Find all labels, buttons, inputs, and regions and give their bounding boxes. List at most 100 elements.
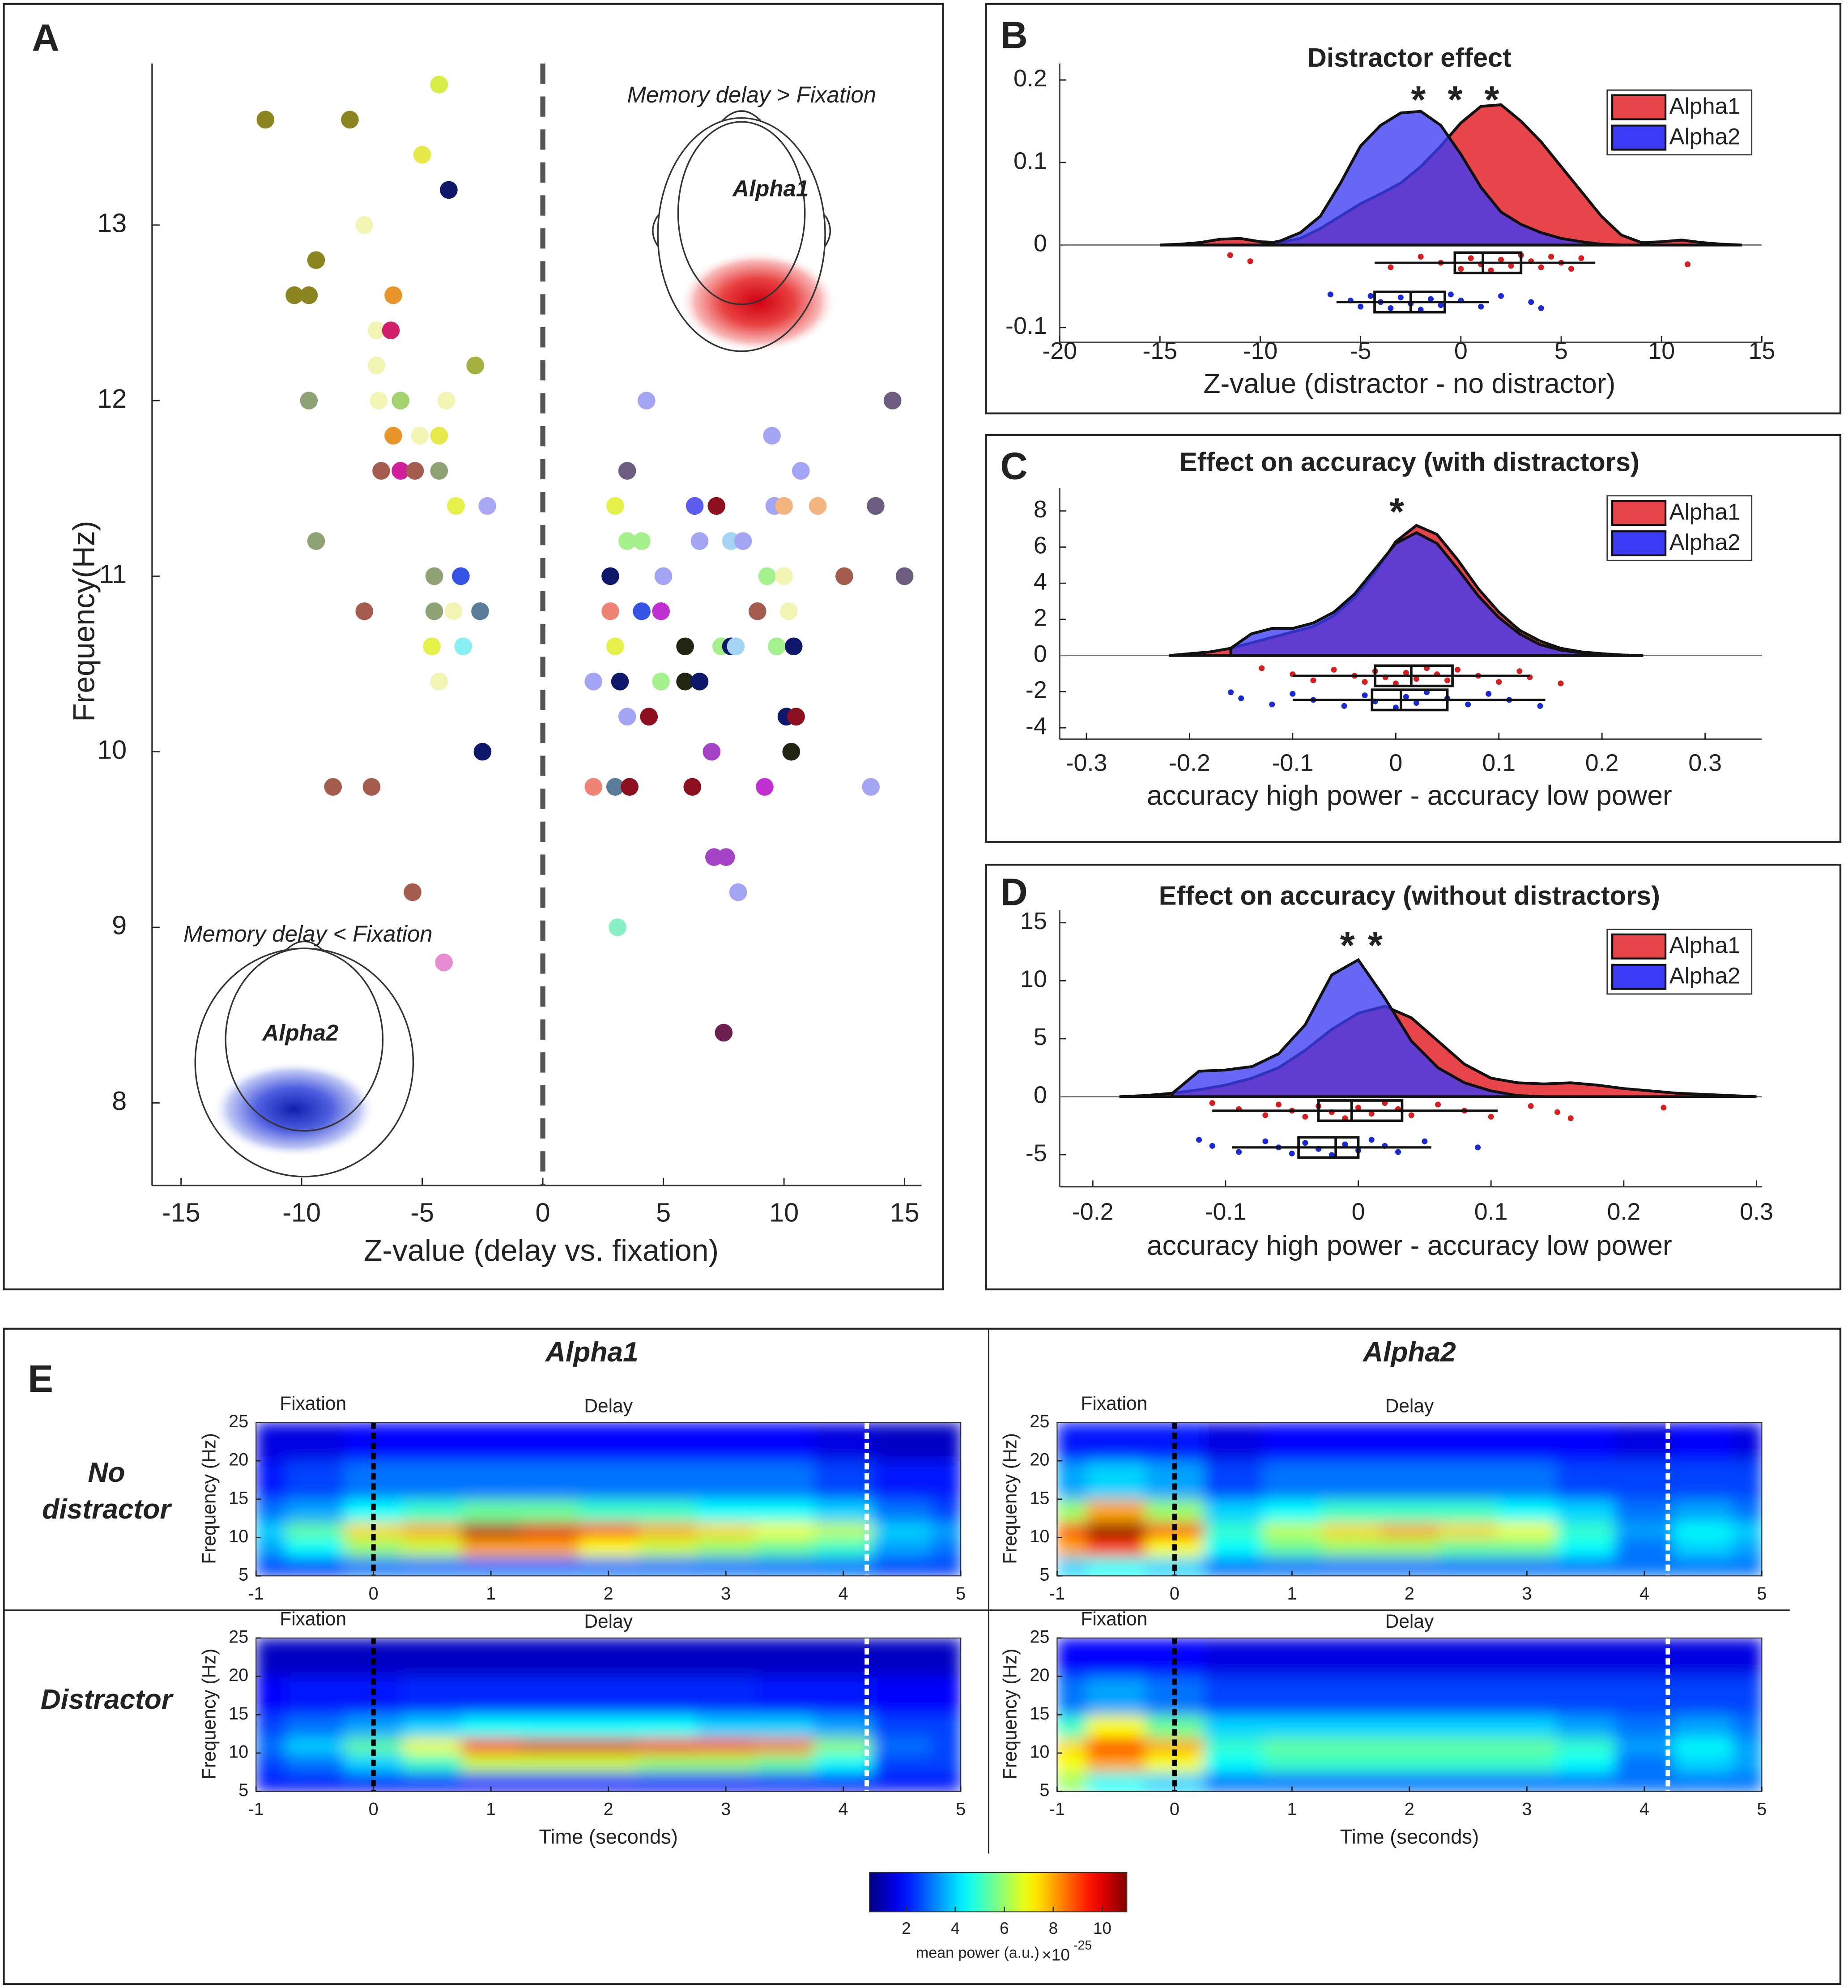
data-point xyxy=(1684,261,1690,268)
heatmap-cell xyxy=(814,1499,873,1523)
heatmap-cell xyxy=(403,1737,462,1754)
point xyxy=(341,111,359,129)
data-point xyxy=(1488,1113,1494,1120)
y-tick-label: 0.1 xyxy=(1013,147,1047,174)
point xyxy=(775,497,793,515)
heatmap-cell xyxy=(1057,1537,1087,1557)
point xyxy=(430,76,448,94)
heatmap-cell xyxy=(1321,1638,1381,1677)
heatmap-cell xyxy=(256,1461,286,1500)
heatmap-cell xyxy=(1673,1499,1733,1523)
x-tick-label: 5 xyxy=(1757,1800,1767,1819)
point xyxy=(307,251,325,269)
heatmap-cell xyxy=(403,1422,462,1462)
heatmap-cell xyxy=(1321,1676,1381,1715)
heatmap-cell xyxy=(403,1499,462,1523)
data-point xyxy=(1238,695,1244,701)
legend-label: Alpha1 xyxy=(1669,933,1741,958)
heatmap-cell xyxy=(1732,1461,1762,1500)
heatmap-cell xyxy=(1673,1461,1733,1500)
data-point xyxy=(1568,266,1574,272)
point xyxy=(717,848,735,866)
x-tick-label: -0.2 xyxy=(1072,1198,1114,1225)
point xyxy=(471,602,489,620)
nose xyxy=(285,940,324,951)
heatmap-cell xyxy=(1380,1715,1439,1739)
y-tick-label: 10 xyxy=(229,1527,248,1546)
y-tick-label: 10 xyxy=(1020,966,1047,993)
column-title: Alpha2 xyxy=(1362,1337,1456,1368)
nose xyxy=(722,110,761,121)
x-tick-label: 3 xyxy=(721,1584,731,1604)
heatmap-cell xyxy=(1086,1461,1146,1500)
legend-label: Alpha1 xyxy=(1669,499,1741,525)
y-axis-label: Frequency (Hz) xyxy=(1000,1649,1021,1780)
heatmap-cell xyxy=(931,1461,961,1500)
x-tick-label: 10 xyxy=(1648,337,1675,364)
data-point xyxy=(1397,294,1404,301)
heatmap-cell xyxy=(256,1772,286,1792)
heatmap-cell xyxy=(403,1772,462,1792)
x-tick-label: -1 xyxy=(248,1584,264,1604)
heatmap-cell xyxy=(256,1715,286,1739)
heatmap-cell xyxy=(1380,1499,1439,1523)
point xyxy=(382,321,400,339)
x-tick-label: 3 xyxy=(1522,1800,1532,1819)
heatmap-cell xyxy=(256,1676,286,1715)
heatmap-cell xyxy=(1439,1638,1499,1677)
point xyxy=(452,567,470,585)
heatmap-cell xyxy=(1556,1557,1616,1576)
heatmap-cell xyxy=(873,1537,932,1557)
panel-frames xyxy=(3,3,1842,1985)
heatmap-cell xyxy=(1380,1461,1439,1500)
heatmap-cell xyxy=(1556,1499,1616,1523)
point xyxy=(611,672,629,691)
data-point xyxy=(1558,680,1564,687)
heatmap-cell xyxy=(1673,1557,1733,1576)
colorbar-scale: ×10 xyxy=(1042,1946,1069,1964)
heatmap-cell xyxy=(1380,1737,1439,1754)
heatmap-cell xyxy=(579,1737,639,1754)
data-point xyxy=(1413,700,1419,706)
y-tick-label: 9 xyxy=(112,910,127,940)
point xyxy=(466,356,485,375)
y-tick-label: -5 xyxy=(1026,1139,1047,1166)
heatmap-cell xyxy=(755,1557,815,1576)
heatmap-cell xyxy=(1262,1422,1322,1462)
heatmap-cell xyxy=(520,1522,580,1538)
point xyxy=(370,392,388,410)
row-label: Distractor xyxy=(41,1684,174,1715)
heatmap-cells xyxy=(1057,1422,1762,1576)
heatmap-cell xyxy=(1615,1753,1674,1773)
box xyxy=(1317,1099,1404,1122)
heatmap-cell xyxy=(579,1522,639,1538)
x-tick-label: 0.1 xyxy=(1482,750,1516,776)
point xyxy=(324,778,342,796)
heatmap-cell xyxy=(1556,1737,1616,1754)
chart-title: Distractor effect xyxy=(1307,43,1512,73)
x-tick-label: 0.2 xyxy=(1585,750,1619,776)
data-point xyxy=(1661,1105,1667,1111)
x-tick-label: 0 xyxy=(369,1800,379,1819)
y-tick-label: 15 xyxy=(229,1488,248,1508)
heatmap-cell xyxy=(931,1522,961,1538)
heatmap-cell xyxy=(696,1715,756,1739)
data-point xyxy=(1362,679,1368,685)
heatmap-cell xyxy=(1732,1499,1762,1523)
heatmap-cell xyxy=(755,1499,815,1523)
panel-label: D xyxy=(1000,871,1027,914)
heatmap-cell xyxy=(696,1638,756,1677)
heatmap-cell xyxy=(579,1499,639,1523)
density-area xyxy=(1260,110,1622,247)
heatmap-cell xyxy=(403,1638,462,1677)
x-tick-label: 0 xyxy=(369,1584,379,1604)
point xyxy=(454,637,473,656)
heatmap-cell xyxy=(1204,1753,1264,1773)
heatmap-cell xyxy=(403,1715,462,1739)
heatmap-cell xyxy=(1673,1715,1733,1739)
point xyxy=(715,1024,733,1042)
heatmap-cell xyxy=(520,1737,580,1754)
point xyxy=(703,742,721,761)
row-label: distractor xyxy=(42,1494,172,1525)
significance-star: * xyxy=(1411,79,1426,121)
